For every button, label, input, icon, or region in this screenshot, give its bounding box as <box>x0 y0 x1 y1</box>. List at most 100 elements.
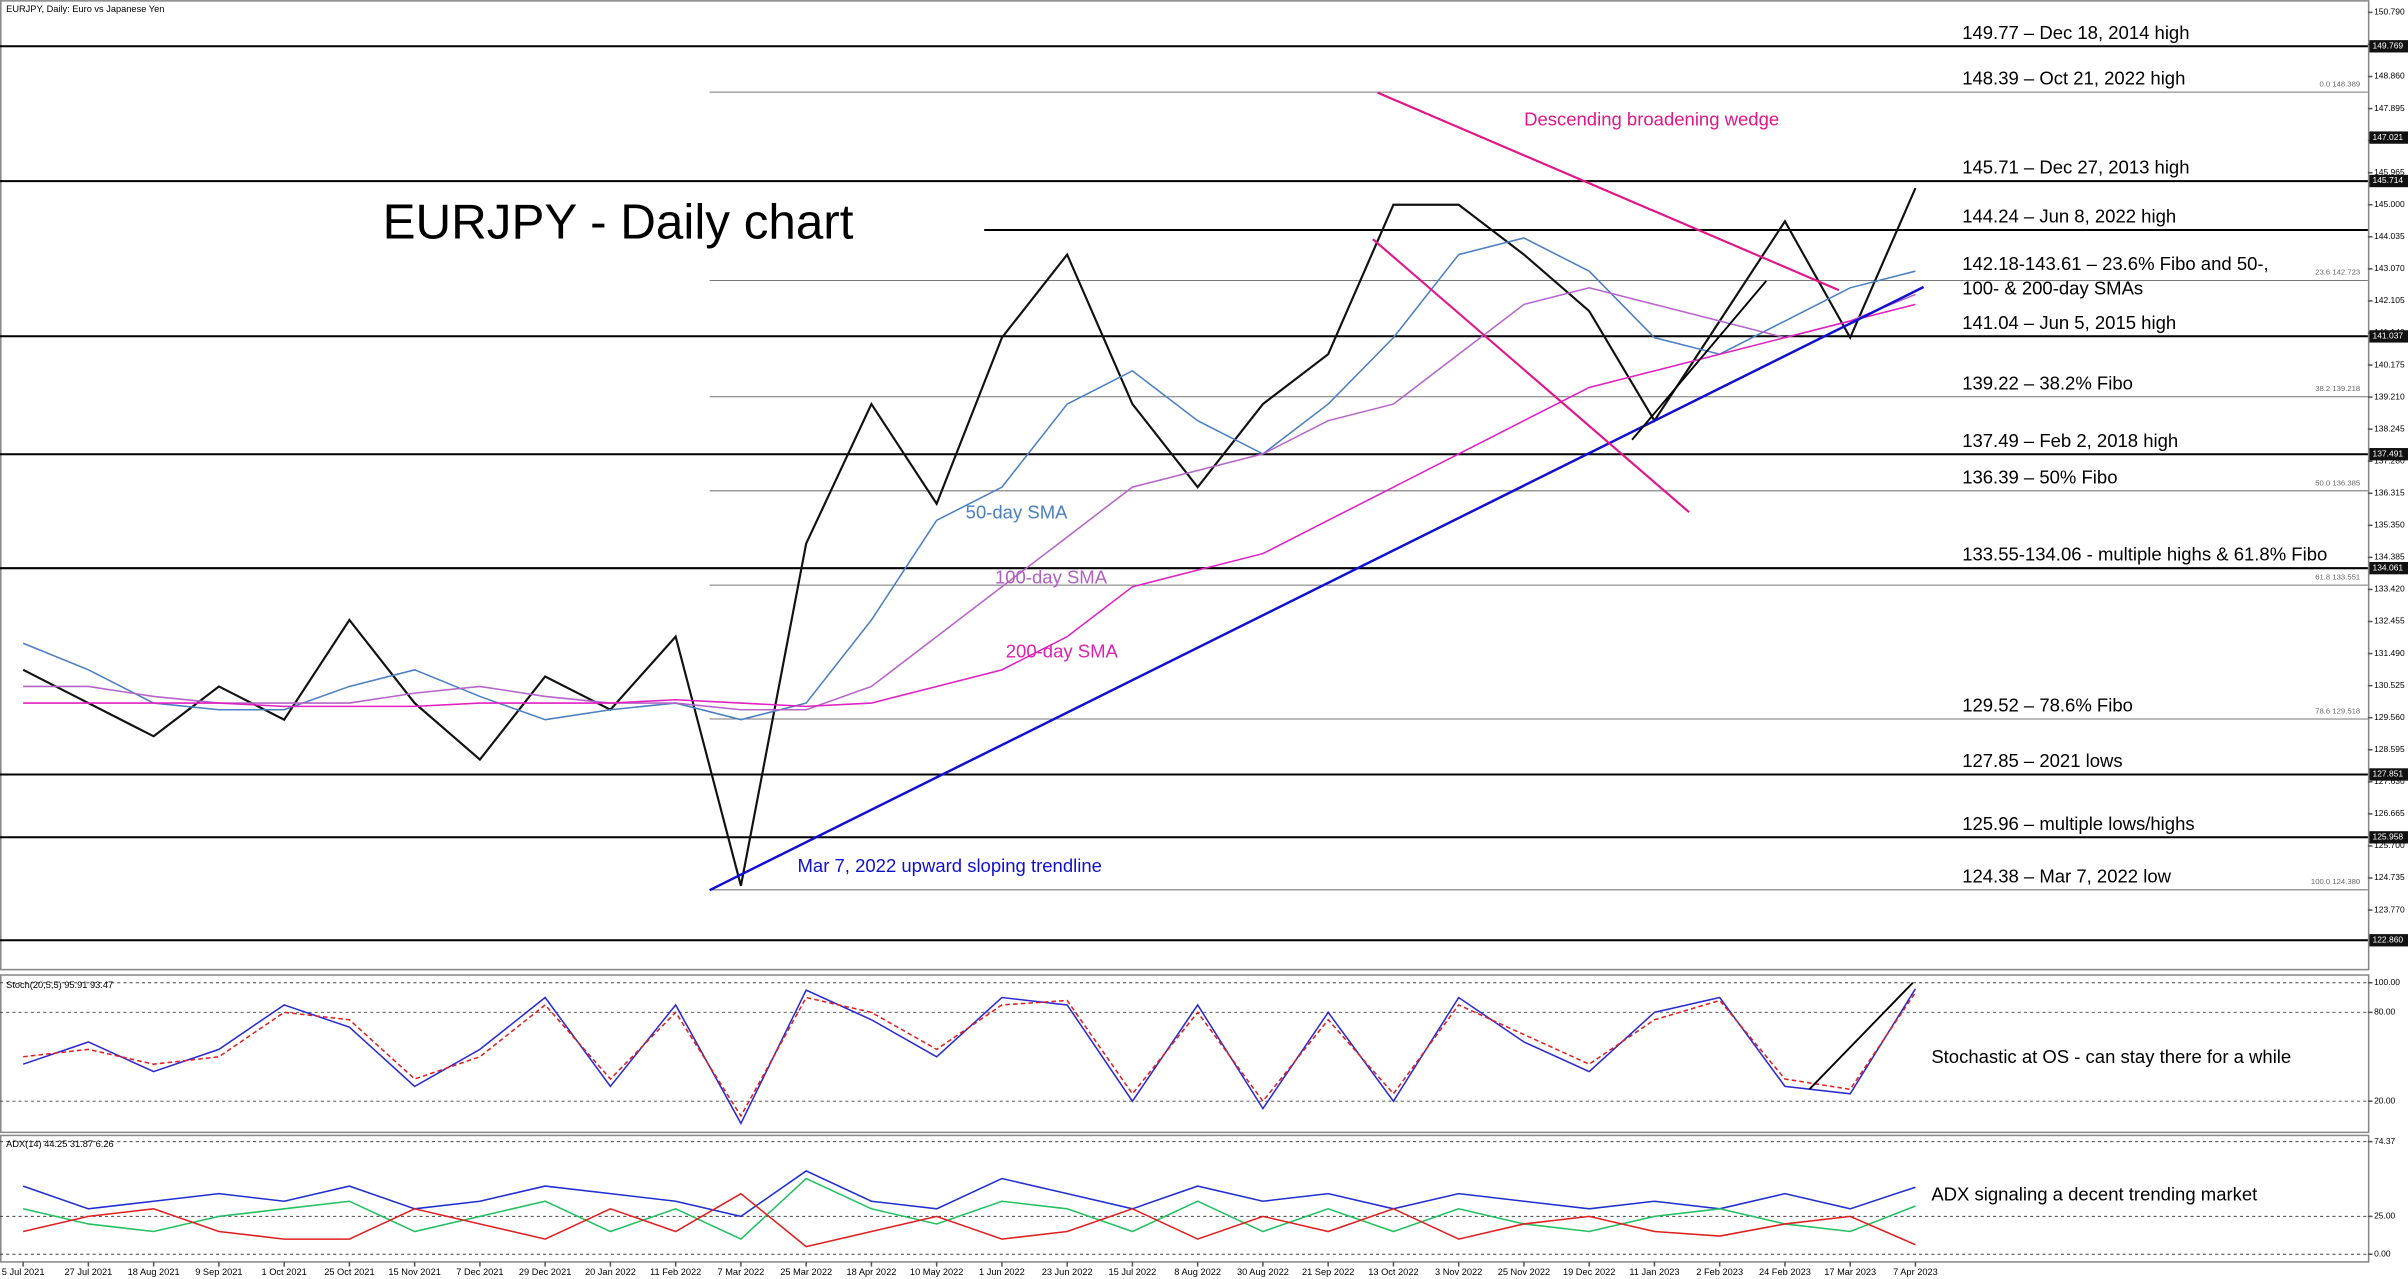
y-tick-label: 131.490 <box>2374 648 2405 658</box>
fibo-label: 38.2 139.218 <box>2315 384 2360 393</box>
y-tick-label: 0.00 <box>2374 1248 2391 1258</box>
y-tick-label: 80.00 <box>2374 1007 2395 1017</box>
price-badge-label: 125.958 <box>2373 832 2404 842</box>
layer: 150.790149.825148.860147.895146.930145.9… <box>0 7 2408 1277</box>
fibo-label: 50.0 136.385 <box>2315 478 2360 487</box>
annotation: ADX signaling a decent trending market <box>1931 1183 2257 1204</box>
fibo-label: 23.6 142.723 <box>2315 268 2360 277</box>
level-label: 137.49 – Feb 2, 2018 high <box>1962 430 2178 451</box>
x-tick-label: 7 Dec 2021 <box>456 1267 503 1277</box>
x-tick-label: 21 Sep 2022 <box>1302 1267 1354 1277</box>
level-label: 139.22 – 38.2% Fibo <box>1962 372 2133 393</box>
x-tick-label: 7 Mar 2022 <box>718 1267 765 1277</box>
level-label: 145.71 – Dec 27, 2013 high <box>1962 157 2189 178</box>
annotation: 100-day SMA <box>995 566 1108 587</box>
x-tick-label: 10 May 2022 <box>910 1267 963 1277</box>
y-tick-label: 138.245 <box>2374 423 2405 433</box>
indicator-line <box>22 1170 1916 1218</box>
x-tick-label: 17 Mar 2023 <box>1824 1267 1876 1277</box>
panel-header: ADX(14) 44.25 31.87 6.26 <box>6 1139 113 1149</box>
x-tick-label: 3 Nov 2022 <box>1435 1267 1482 1277</box>
price-badge-label: 134.061 <box>2373 562 2404 572</box>
price-panel <box>0 0 2370 971</box>
price-badge-label: 141.037 <box>2373 331 2404 341</box>
level-label: 100- & 200-day SMAs <box>1962 278 2143 299</box>
x-tick-label: 27 Jul 2021 <box>64 1267 112 1277</box>
x-tick-label: 19 Dec 2022 <box>1563 1267 1615 1277</box>
y-tick-label: 137.280 <box>2374 455 2405 465</box>
level-label: 148.39 – Oct 21, 2022 high <box>1962 68 2185 89</box>
panel-header: Stoch(20,5,5) 95.91 93.47 <box>6 980 113 990</box>
y-tick-label: 139.210 <box>2374 391 2405 401</box>
x-tick-label: 11 Feb 2022 <box>650 1267 701 1277</box>
annotation: 200-day SMA <box>1006 641 1119 662</box>
y-tick-label: 145.965 <box>2374 167 2405 177</box>
stoch-panel <box>0 974 2370 1134</box>
y-tick-label: 125.700 <box>2374 840 2405 850</box>
y-tick-label: 140.175 <box>2374 359 2405 369</box>
x-tick-label: 11 Jan 2023 <box>1629 1267 1679 1277</box>
stoch-trendline <box>1808 982 1914 1090</box>
y-tick-label: 129.560 <box>2374 712 2405 722</box>
level-label: 133.55-134.06 - multiple highs & 61.8% F… <box>1962 544 2327 565</box>
x-tick-label: 1 Jun 2022 <box>979 1267 1025 1277</box>
x-tick-label: 29 Dec 2021 <box>519 1267 571 1277</box>
y-tick-label: 74.37 <box>2374 1136 2395 1146</box>
x-tick-label: 18 Apr 2022 <box>846 1267 896 1277</box>
x-tick-label: 5 Jul 2021 <box>2 1267 45 1277</box>
x-tick-label: 15 Jul 2022 <box>1109 1267 1157 1277</box>
y-tick-label: 127.630 <box>2374 776 2405 786</box>
y-tick-label: 130.525 <box>2374 680 2405 690</box>
price-badge-label: 137.491 <box>2373 448 2404 458</box>
price-badge-label: 127.851 <box>2373 769 2404 779</box>
level-label: 141.04 – Jun 5, 2015 high <box>1962 312 2176 333</box>
indicator-line <box>23 303 1916 708</box>
wedge-upper <box>1377 91 1840 292</box>
x-tick-label: 13 Oct 2022 <box>1368 1267 1418 1277</box>
level-label: 124.38 – Mar 7, 2022 low <box>1962 865 2171 886</box>
fibo-label: 0.0 148.389 <box>2319 79 2360 88</box>
price-badge <box>2369 330 2408 343</box>
y-tick-label: 126.665 <box>2374 808 2405 818</box>
y-tick-label: 20.00 <box>2374 1095 2395 1105</box>
chart-title: EURJPY - Daily chart <box>383 194 854 249</box>
x-tick-label: 8 Aug 2022 <box>1174 1267 1221 1277</box>
y-tick-label: 100.00 <box>2374 977 2400 987</box>
x-tick-label: 23 Jun 2022 <box>1042 1267 1093 1277</box>
trendline <box>709 285 1925 892</box>
indicator-line <box>22 1177 1916 1241</box>
price-badge <box>2369 448 2408 461</box>
level-label: 149.77 – Dec 18, 2014 high <box>1962 22 2189 43</box>
y-tick-label: 136.315 <box>2374 488 2405 498</box>
y-tick-label: 148.860 <box>2374 71 2405 81</box>
price-badge-label: 147.021 <box>2373 132 2404 142</box>
y-tick-label: 132.455 <box>2374 616 2405 626</box>
x-tick-label: 9 Sep 2021 <box>195 1267 242 1277</box>
indicator-line <box>22 237 1916 721</box>
y-tick-label: 124.735 <box>2374 872 2405 882</box>
x-tick-label: 25 Nov 2022 <box>1498 1267 1550 1277</box>
x-tick-label: 18 Aug 2021 <box>128 1267 180 1277</box>
annotation: Mar 7, 2022 upward sloping trendline <box>798 855 1102 876</box>
chart-header: EURJPY, Daily: Euro vs Japanese Yen <box>6 4 164 14</box>
wedge-lower <box>1372 238 1690 514</box>
level-label: 127.85 – 2021 lows <box>1962 750 2122 771</box>
x-tick-label: 1 Oct 2021 <box>262 1267 307 1277</box>
price-badge <box>2369 561 2408 575</box>
level-label: 129.52 – 78.6% Fibo <box>1962 695 2133 716</box>
level-label: 144.24 – Jun 8, 2022 high <box>1962 206 2176 227</box>
y-tick-label: 133.420 <box>2374 584 2405 594</box>
x-tick-label: 20 Jan 2022 <box>585 1267 636 1277</box>
level-label: 142.18-143.61 – 23.6% Fibo and 50-, <box>1962 253 2269 274</box>
x-tick-label: 2 Feb 2023 <box>1696 1267 1743 1277</box>
annotation: 50-day SMA <box>966 502 1068 523</box>
y-tick-label: 143.070 <box>2374 263 2405 273</box>
x-tick-label: 24 Feb 2023 <box>1759 1267 1811 1277</box>
annotation: Stochastic at OS - can stay there for a … <box>1931 1046 2291 1067</box>
y-tick-label: 147.895 <box>2374 103 2405 113</box>
y-tick-label: 128.595 <box>2374 744 2405 754</box>
indicator-line <box>22 1192 1916 1248</box>
y-tick-label: 144.035 <box>2374 231 2405 241</box>
